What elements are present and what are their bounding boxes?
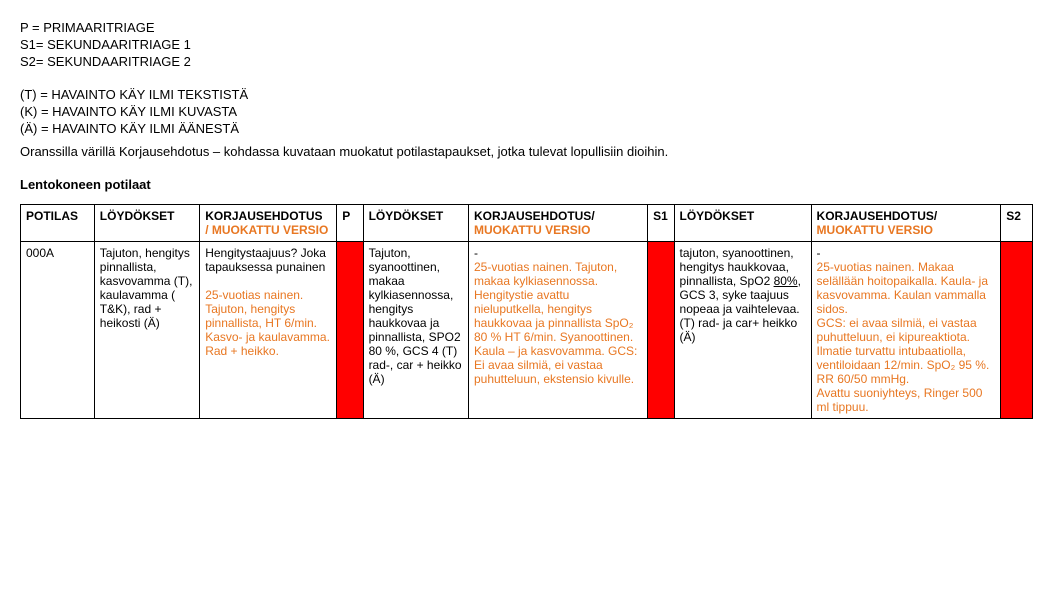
legend-a: (Ä) = HAVAINTO KÄY ILMI ÄÄNESTÄ (20, 121, 1033, 136)
cell-potilas: 000A (21, 242, 95, 419)
cell-loydokset-2: Tajuton, syanoottinen, makaa kylkiasenno… (363, 242, 468, 419)
patients-table: POTILAS LÖYDÖKSET KORJAUSEHDOTUS / MUOKA… (20, 204, 1033, 419)
th-s1: S1 (648, 205, 674, 242)
cell-korjaus-3: - 25-vuotias nainen. Makaa selällään hoi… (811, 242, 1001, 419)
cell-korjaus-1: Hengitystaajuus? Joka tapauksessa punain… (200, 242, 337, 419)
cell-loydokset-1: Tajuton, hengitys pinnallista, kasvovamm… (94, 242, 199, 419)
legend-s1: S1= SEKUNDAARITRIAGE 1 (20, 37, 1033, 52)
th-korjaus3-muokattu: MUOKATTU VERSIO (817, 223, 933, 237)
cell-s2 (1001, 242, 1033, 419)
korjaus2-dash: - (474, 246, 642, 260)
th-korjaus-2: KORJAUSEHDOTUS/ MUOKATTU VERSIO (468, 205, 647, 242)
korjaus3-dash: - (817, 246, 996, 260)
legend-s2: S2= SEKUNDAARITRIAGE 2 (20, 54, 1033, 69)
th-loydokset-2: LÖYDÖKSET (363, 205, 468, 242)
th-korjaus2-prefix: KORJAUSEHDOTUS/ (474, 209, 595, 223)
th-korjaus-3: KORJAUSEHDOTUS/ MUOKATTU VERSIO (811, 205, 1001, 242)
korjaus1-orange: 25-vuotias nainen. Tajuton, hengitys pin… (205, 288, 331, 358)
table-row: 000A Tajuton, hengitys pinnallista, kasv… (21, 242, 1033, 419)
th-korjaus-prefix: KORJAUSEHDOTUS (205, 209, 322, 223)
legend-k: (K) = HAVAINTO KÄY ILMI KUVASTA (20, 104, 1033, 119)
section-title: Lentokoneen potilaat (20, 177, 1033, 192)
th-korjaus-muokattu: MUOKATTU VERSIO (212, 223, 328, 237)
loydokset3-text: tajuton, syanoottinen, hengitys haukkova… (680, 246, 801, 344)
cell-p (337, 242, 363, 419)
th-s2: S2 (1001, 205, 1033, 242)
cell-s1 (648, 242, 674, 419)
orange-note: Oranssilla värillä Korjausehdotus – kohd… (20, 144, 1033, 159)
legend-block: P = PRIMAARITRIAGE S1= SEKUNDAARITRIAGE … (20, 20, 1033, 136)
cell-loydokset-3: tajuton, syanoottinen, hengitys haukkova… (674, 242, 811, 419)
korjaus1-plain: Hengitystaajuus? Joka tapauksessa punain… (205, 246, 331, 274)
table-header-row: POTILAS LÖYDÖKSET KORJAUSEHDOTUS / MUOKA… (21, 205, 1033, 242)
th-loydokset-1: LÖYDÖKSET (94, 205, 199, 242)
th-korjaus-slash: / (205, 223, 212, 237)
th-potilas: POTILAS (21, 205, 95, 242)
korjaus2-orange: 25-vuotias nainen. Tajuton, makaa kylkia… (474, 260, 642, 386)
cell-korjaus-2: - 25-vuotias nainen. Tajuton, makaa kylk… (468, 242, 647, 419)
th-korjaus3-prefix: KORJAUSEHDOTUS/ (817, 209, 938, 223)
legend-p: P = PRIMAARITRIAGE (20, 20, 1033, 35)
th-p: P (337, 205, 363, 242)
th-loydokset-3: LÖYDÖKSET (674, 205, 811, 242)
th-korjaus2-muokattu: MUOKATTU VERSIO (474, 223, 590, 237)
legend-t: (T) = HAVAINTO KÄY ILMI TEKSTISTÄ (20, 87, 1033, 102)
korjaus3-orange: 25-vuotias nainen. Makaa selällään hoito… (817, 260, 996, 414)
th-korjaus-1: KORJAUSEHDOTUS / MUOKATTU VERSIO (200, 205, 337, 242)
